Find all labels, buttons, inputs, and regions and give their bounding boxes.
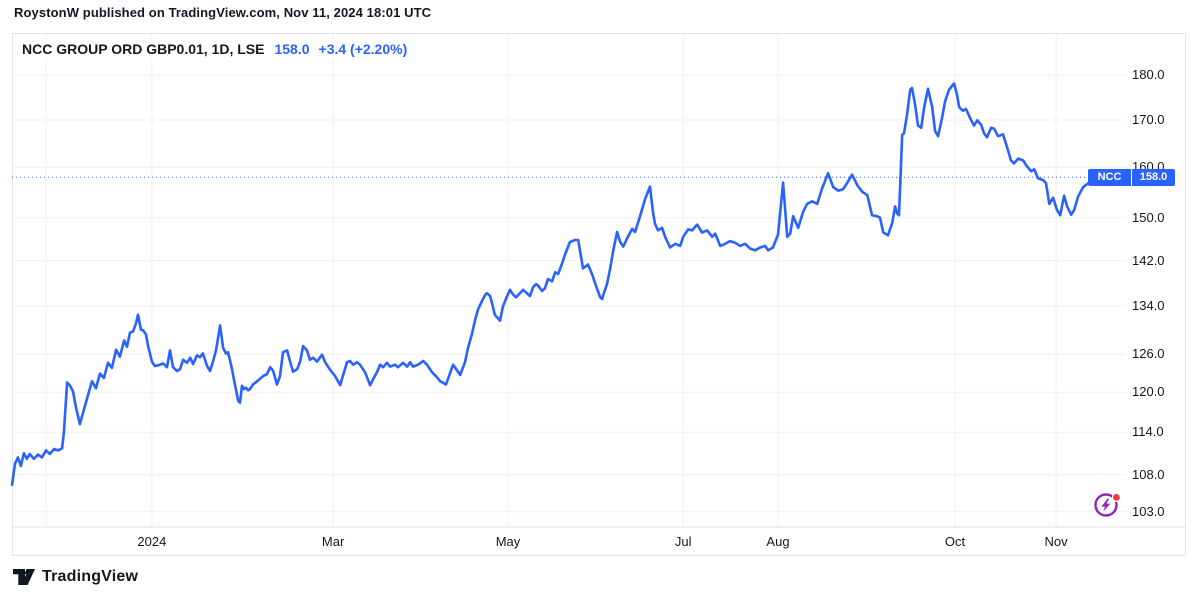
y-axis-label: 114.0 (1132, 424, 1164, 439)
attribution-text: RoystonW published on TradingView.com, N… (14, 5, 432, 20)
y-axis-label: 120.0 (1132, 384, 1165, 399)
x-axis-label: Jul (674, 534, 692, 549)
badge-price: 158.0 (1132, 169, 1175, 186)
x-axis-label: Mar (321, 534, 345, 549)
y-axis-label: 170.0 (1132, 112, 1165, 127)
x-axis-label: 2024 (137, 534, 167, 549)
y-axis-label: 142.0 (1132, 253, 1165, 268)
price-change: +3.4 (+2.20%) (318, 41, 408, 57)
y-axis-label: 103.0 (1132, 504, 1165, 519)
chart-card (12, 33, 1186, 556)
tradingview-logo-icon (13, 568, 35, 585)
price-line (10, 82, 1099, 487)
y-axis-label: 108.0 (1132, 467, 1165, 482)
last-price: 158.0 (274, 41, 310, 57)
brand-name: TradingView (42, 568, 139, 585)
y-axis-label: 126.0 (1132, 346, 1165, 361)
x-axis-label: Aug (766, 534, 790, 549)
x-axis-label: Nov (1044, 534, 1068, 549)
x-axis-label: Oct (944, 534, 966, 549)
symbol-title: NCC GROUP ORD GBP0.01, 1D, LSE (22, 41, 265, 57)
current-price-badge: NCC 158.0 (1088, 169, 1175, 186)
badge-ticker: NCC (1088, 169, 1132, 186)
x-axis-label: May (495, 534, 521, 549)
y-axis-label: 134.0 (1132, 298, 1165, 313)
y-axis-label: 180.0 (1132, 67, 1165, 82)
lightning-icon (1094, 492, 1121, 517)
tradingview-brand-link[interactable]: TradingView (13, 568, 138, 586)
lightning-marker-button[interactable] (1092, 489, 1122, 519)
chart-legend: NCC GROUP ORD GBP0.01, 1D, LSE 158.0 +3.4 … (21, 40, 414, 59)
red-dot (1113, 494, 1120, 501)
y-axis-label: 150.0 (1132, 210, 1165, 225)
